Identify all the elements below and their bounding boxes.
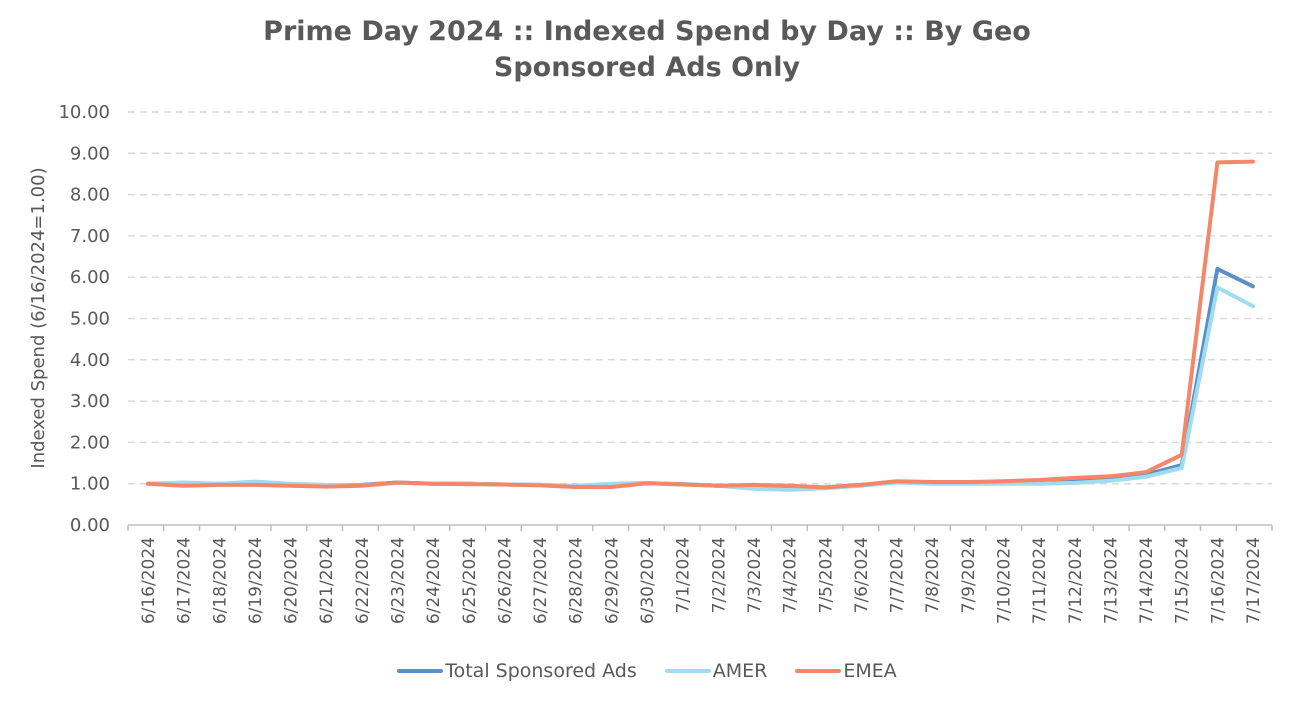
x-tick-label: 7/16/2024 xyxy=(1208,537,1228,624)
x-tick-label: 7/6/2024 xyxy=(852,537,872,613)
x-tick-label: 6/30/2024 xyxy=(638,537,658,624)
series-lines xyxy=(146,159,1255,492)
legend-label: Total Sponsored Ads xyxy=(445,660,637,682)
y-tick-label: 2.00 xyxy=(70,432,110,453)
x-tick-label: 6/22/2024 xyxy=(353,537,373,624)
x-tick-label: 6/17/2024 xyxy=(175,537,195,624)
x-tick-label: 6/18/2024 xyxy=(210,537,230,624)
legend-item: AMER xyxy=(664,660,768,682)
x-tick-label: 6/25/2024 xyxy=(460,537,480,624)
y-tick-label: 7.00 xyxy=(70,226,110,247)
x-tick-label: 7/8/2024 xyxy=(923,537,943,613)
x-tick-label: 7/11/2024 xyxy=(1030,537,1050,624)
x-tick-label: 6/28/2024 xyxy=(567,537,587,624)
x-tick-label: 7/17/2024 xyxy=(1244,537,1264,624)
legend-item: Total Sponsored Ads xyxy=(397,660,637,682)
x-tick-label: 7/7/2024 xyxy=(888,537,908,613)
y-tick-label: 10.00 xyxy=(58,102,110,123)
x-tick-label: 7/2/2024 xyxy=(709,537,729,613)
y-tick-label: 1.00 xyxy=(70,474,110,495)
axes: 0.00 1.00 2.00 3.00 4.00 5.00 6.00 7.00 8.00 9.00… xyxy=(58,102,1273,624)
x-tick-label: 7/13/2024 xyxy=(1101,537,1121,624)
x-tick-label: 6/29/2024 xyxy=(602,537,622,624)
x-tick-label: 7/12/2024 xyxy=(1066,537,1086,624)
legend-item: EMEA xyxy=(795,660,897,682)
x-tick-label: 7/1/2024 xyxy=(674,537,694,613)
legend-label: EMEA xyxy=(843,660,897,682)
y-tick-label: 4.00 xyxy=(70,350,110,371)
x-tick-label: 7/9/2024 xyxy=(959,537,979,613)
x-tick-label: 7/10/2024 xyxy=(994,537,1014,624)
series-line-total-sponsored-ads xyxy=(146,266,1255,490)
legend-swatch xyxy=(795,669,842,673)
x-tick-label: 6/27/2024 xyxy=(531,537,551,624)
legend-swatch xyxy=(397,669,444,673)
gridlines xyxy=(128,111,1272,485)
x-tick-label: 6/16/2024 xyxy=(139,537,159,624)
x-tick-label: 7/5/2024 xyxy=(816,537,836,613)
legend: Total Sponsored Ads AMER EMEA xyxy=(0,660,1294,682)
x-tick-label: 6/20/2024 xyxy=(282,537,302,624)
legend-label: AMER xyxy=(712,660,768,682)
y-tick-label: 0.00 xyxy=(70,515,110,536)
chart-title: Prime Day 2024 :: Indexed Spend by Day :… xyxy=(263,16,1031,47)
y-tick-label: 6.00 xyxy=(70,267,110,288)
x-tick-label: 7/4/2024 xyxy=(781,537,801,613)
x-tick-label: 6/21/2024 xyxy=(317,537,337,624)
y-tick-label: 8.00 xyxy=(70,185,110,206)
y-tick-label: 3.00 xyxy=(70,391,110,412)
series-line-emea xyxy=(146,159,1255,490)
x-tick-label: 6/23/2024 xyxy=(389,537,409,624)
x-tick-label: 7/15/2024 xyxy=(1173,537,1193,624)
x-tick-label: 6/24/2024 xyxy=(424,537,444,624)
y-axis-label: Indexed Spend (6/16/2024=1.00) xyxy=(28,167,49,468)
x-tick-label: 6/26/2024 xyxy=(495,537,515,624)
x-tick-label: 7/14/2024 xyxy=(1137,537,1157,624)
chart-subtitle: Sponsored Ads Only xyxy=(493,52,801,83)
y-tick-label: 5.00 xyxy=(70,309,110,330)
x-tick-label: 7/3/2024 xyxy=(745,537,765,613)
y-tick-label: 9.00 xyxy=(70,143,110,164)
x-tick-label: 6/19/2024 xyxy=(246,537,266,624)
legend-swatch xyxy=(664,669,711,673)
